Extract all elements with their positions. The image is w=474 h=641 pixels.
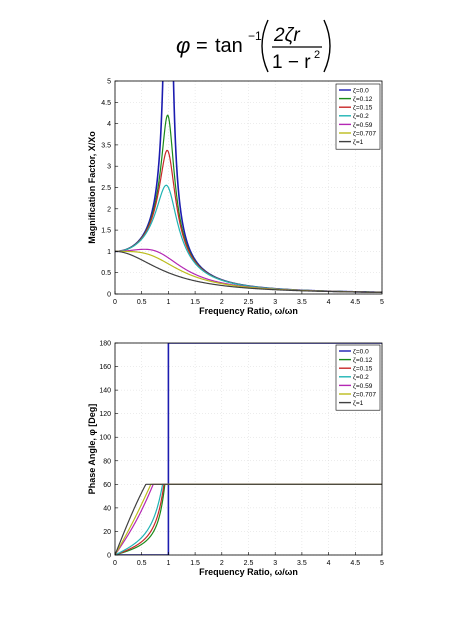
- y-tick-label: 100: [99, 435, 111, 442]
- formula-left-paren: [261, 19, 269, 73]
- formula-right-paren: [323, 19, 331, 73]
- y-tick-label: 160: [99, 364, 111, 371]
- phase-angle-chart: 0 0.5 1 1.5 2 2.5 3 3.5 4 4.5 5 0 20 40 60 80 100 120 140 1…: [87, 341, 384, 578]
- phase-y-axis-label: Phase Angle, φ [Deg]: [87, 404, 97, 495]
- legend-entry: ζ=0.707: [353, 130, 376, 137]
- x-tick-label: 3: [273, 560, 277, 567]
- legend-box: [335, 83, 381, 150]
- x-tick-label: 0.5: [137, 299, 147, 306]
- legend-entry: ζ=0.0: [353, 348, 369, 355]
- y-tick-label: 80: [103, 458, 111, 465]
- x-tick-label: 2: [220, 299, 224, 306]
- y-tick-label: 1: [107, 249, 111, 256]
- legend-entry: ζ=0.59: [353, 383, 373, 390]
- x-tick-label: 3.5: [297, 299, 307, 306]
- legend-entry: ζ=1: [353, 400, 364, 407]
- x-tick-label: 4.5: [350, 299, 360, 306]
- legend-entry: ζ=0.707: [353, 391, 376, 398]
- legend-entry: ζ=1: [353, 139, 364, 146]
- y-tick-label: 2.5: [101, 185, 111, 192]
- y-tick-label: 2: [107, 206, 111, 213]
- y-tick-label: 40: [103, 505, 111, 512]
- magnification-legend: ζ=0.0 ζ=0.12 ζ=0.15ζ=0.2 ζ=0.59ζ=0.707 ζ=1: [335, 83, 381, 150]
- series-line-zeta-1: [115, 483, 382, 555]
- phase-ticks: 0 0.5 1 1.5 2 2.5 3 3.5 4 4.5 5 0 20 40 60 80 100 120 140 1…: [99, 341, 384, 568]
- legend-box: [335, 344, 381, 411]
- y-tick-label: 120: [99, 411, 111, 418]
- magnification-chart: 0 0.5 1 1.5 2 2.5 3 3.5 4 4.5 5 0 0.5 1 1.5 2 2.5 3 3.5 4 4.…: [87, 79, 384, 317]
- x-tick-label: 5: [380, 299, 384, 306]
- x-tick-label: 0: [113, 299, 117, 306]
- y-tick-label: 0: [107, 553, 111, 560]
- y-tick-label: 180: [99, 341, 111, 348]
- series-line-zeta-0: [115, 343, 382, 555]
- y-tick-label: 3.5: [101, 142, 111, 149]
- y-tick-label: 4.5: [101, 100, 111, 107]
- phase-formula: φ = tan −1 2ζr 1 − r 2: [176, 19, 331, 73]
- legend-entry: ζ=0.12: [353, 357, 373, 364]
- y-tick-label: 3: [107, 164, 111, 171]
- legend-entry: ζ=0.12: [353, 96, 373, 103]
- formula-function: tan: [215, 35, 243, 57]
- legend-entry: ζ=0.2: [353, 113, 369, 120]
- y-tick-label: 0: [107, 292, 111, 299]
- y-tick-label: 1.5: [101, 228, 111, 235]
- x-tick-label: 0: [113, 560, 117, 567]
- legend-entry: ζ=0.2: [353, 374, 369, 381]
- phase-x-axis-label: Frequency Ratio, ω/ωn: [199, 567, 298, 577]
- x-tick-label: 2: [220, 560, 224, 567]
- x-tick-label: 1.5: [190, 560, 200, 567]
- legend-entry: ζ=0.15: [353, 105, 373, 112]
- x-tick-label: 1.5: [190, 299, 200, 306]
- formula-numerator: 2ζr: [273, 25, 300, 46]
- x-tick-label: 4.5: [350, 560, 360, 567]
- formula-denominator: 1 − r: [272, 52, 311, 73]
- y-tick-label: 140: [99, 388, 111, 395]
- formula-function-sup: −1: [248, 29, 262, 43]
- x-tick-label: 4: [327, 299, 331, 306]
- formula-equals: =: [196, 35, 208, 57]
- magnification-y-axis-label: Magnification Factor, X/Xo: [87, 131, 97, 244]
- formula-lhs: φ: [176, 33, 190, 58]
- phase-legend: ζ=0.0 ζ=0.12 ζ=0.15ζ=0.2 ζ=0.59ζ=0.707 ζ=1: [335, 344, 381, 411]
- series-line-zeta-1: [115, 250, 382, 293]
- x-tick-label: 3.5: [297, 560, 307, 567]
- y-tick-label: 20: [103, 529, 111, 536]
- x-tick-label: 3: [273, 299, 277, 306]
- x-tick-label: 0.5: [137, 560, 147, 567]
- y-tick-label: 4: [107, 121, 111, 128]
- magnification-x-axis-label: Frequency Ratio, ω/ωn: [199, 306, 298, 316]
- y-tick-label: 5: [107, 79, 111, 86]
- y-tick-label: 0.5: [101, 270, 111, 277]
- x-tick-label: 4: [327, 560, 331, 567]
- legend-entry: ζ=0.59: [353, 122, 373, 129]
- legend-entry: ζ=0.15: [353, 366, 373, 373]
- x-tick-label: 1: [166, 560, 170, 567]
- x-tick-label: 2.5: [244, 560, 254, 567]
- legend-entry: ζ=0.0: [353, 87, 369, 94]
- x-tick-label: 2.5: [244, 299, 254, 306]
- x-tick-label: 5: [380, 560, 384, 567]
- x-tick-label: 1: [166, 299, 170, 306]
- formula-denominator-sup: 2: [314, 49, 320, 61]
- magnification-ticks: 0 0.5 1 1.5 2 2.5 3 3.5 4 4.5 5 0 0.5 1 1.5 2 2.5 3 3.5 4 4.…: [101, 79, 384, 307]
- phase-series: [115, 343, 382, 555]
- magnification-series: [115, 81, 382, 294]
- y-tick-label: 60: [103, 482, 111, 489]
